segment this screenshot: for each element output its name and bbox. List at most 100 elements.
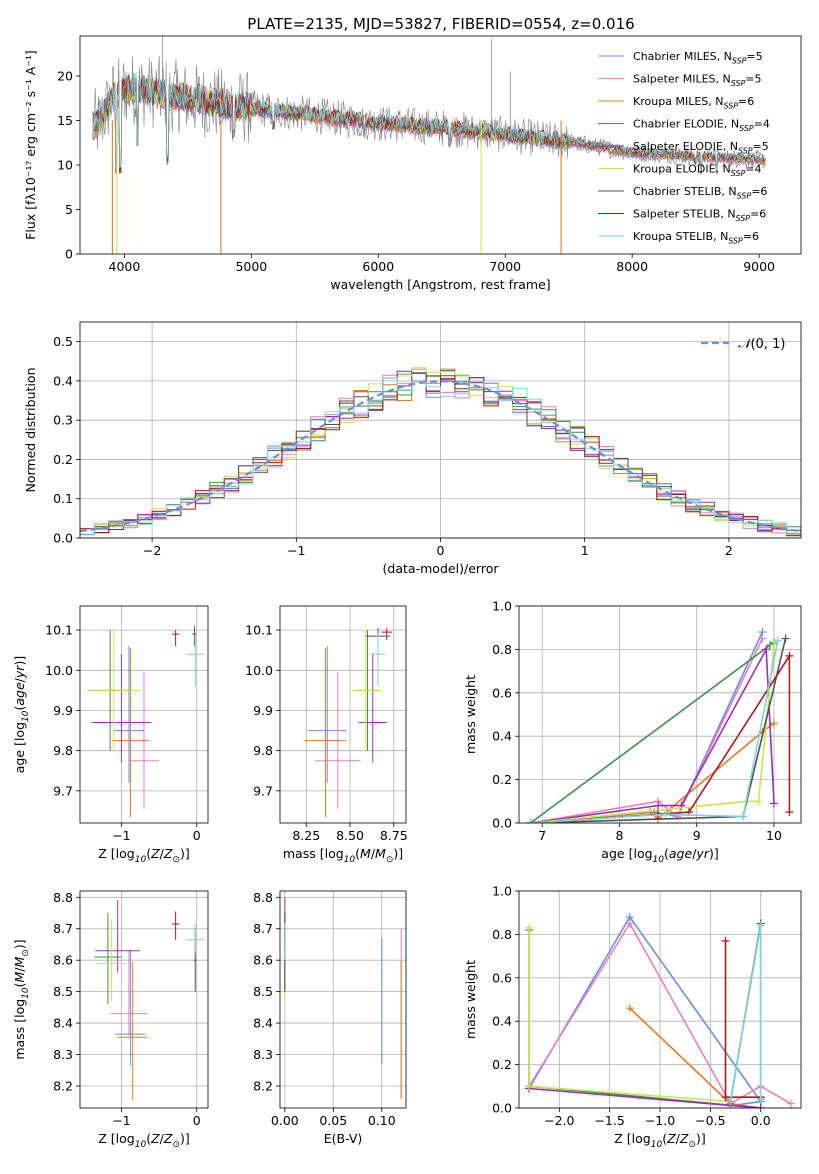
age_vs_mass-frame — [279, 605, 407, 824]
weight_vs_age-xtick-label: 9 — [693, 828, 701, 843]
age_vs_mass-xtick-label: 8.25 — [292, 828, 320, 843]
residuals-plot-area — [80, 367, 801, 537]
spectrum-ytick-label: 15 — [57, 113, 73, 128]
weight_vs_Z-xtick-label: −2.0 — [544, 1113, 574, 1128]
weight_vs_Z-marker-kroupa_stelib — [756, 1095, 765, 1104]
mass_vs_Z-ytick-label: 8.6 — [53, 953, 73, 968]
age_vs_mass-xtick-label: 8.50 — [336, 828, 364, 843]
weight_vs_age-frame — [518, 605, 802, 824]
mass_vs_ebv-ytick-label: 8.7 — [253, 921, 273, 936]
weight_vs_Z-ytick-label: 0.8 — [492, 927, 512, 942]
weight_vs_Z-marker-kroupa_elodie — [525, 1082, 534, 1091]
residuals-ylabel: Normed distribution — [23, 367, 38, 492]
mass_vs_ebv-ytick-label: 8.3 — [253, 1047, 273, 1062]
legend-label-kroupa_elodie: Kroupa ELODIE, NSSP=4 — [633, 163, 762, 178]
residuals-xtick-label: 0 — [437, 543, 445, 558]
weight_vs_age-line-kroupa_stelib — [530, 640, 779, 823]
weight_vs_Z-marker-kroupa_stelib — [726, 1097, 735, 1106]
weight_vs_Z-xtick-label: −1.0 — [645, 1113, 675, 1128]
weight_vs_age-xtick-label: 8 — [615, 828, 623, 843]
spectrum-xtick-label: 4000 — [109, 259, 141, 274]
weight_vs_age-marker-salpeter_miles — [758, 634, 767, 643]
residuals-panel: −2 −1 0 1 2 0.0 0.1 0.2 0.3 0.4 0.5 (data-model)/er… — [23, 321, 802, 576]
age_vs_Z-frame — [79, 605, 209, 824]
spectrum-ytick-label: 0 — [65, 247, 73, 262]
legend-label-chabrier_elodie: Chabrier ELODIE, NSSP=4 — [633, 118, 770, 133]
residuals-xtick-label: 1 — [581, 543, 589, 558]
spectrum-model-kroupa_stelib — [92, 71, 766, 172]
mass_vs_ebv-ytick-label: 8.8 — [253, 890, 273, 905]
weight_vs_age-ytick-label: 0.0 — [492, 816, 512, 831]
mass_vs_ebv-frame — [279, 890, 407, 1109]
mass_vs_ebv-ytick-label: 8.6 — [253, 953, 273, 968]
legend-label-salpeter_miles: Salpeter MILES, NSSP=5 — [633, 73, 762, 88]
weight_vs_age-plot-area — [526, 628, 794, 823]
residuals-ytick-label: 0.2 — [53, 452, 73, 467]
weight_vs_Z-line-kroupa_stelib — [729, 925, 762, 1102]
residuals-xtick-label: −2 — [143, 543, 161, 558]
age_vs_mass-ytick-label: 9.8 — [253, 743, 273, 758]
weight_vs_Z-marker-kroupa_elodie — [525, 923, 534, 932]
spectrum-ylabel: Flux [fλ10⁻¹⁷ erg cm⁻² s⁻¹ A⁻¹] — [23, 50, 38, 240]
spectrum-ytick-label: 10 — [57, 158, 73, 173]
figure-title: PLATE=2135, MJD=53827, FIBERID=0554, z=0… — [247, 15, 634, 33]
spectrum-xtick-label: 6000 — [362, 259, 394, 274]
spectrum-panel: 4000 5000 6000 7000 8000 9000 0 5 10 15 20 waveleng… — [23, 35, 802, 292]
weight_vs_age-ytick-label: 0.8 — [492, 642, 512, 657]
residuals-ytick-label: 0.5 — [53, 334, 73, 349]
mass_vs_ebv-xlabel: E(B-V) — [324, 1131, 363, 1146]
residuals-frame — [79, 321, 802, 539]
age_vs_Z-ytick-label: 9.8 — [53, 743, 73, 758]
weight_vs_age-panel: 7 8 9 10 0.0 0.2 0.4 0.6 0.8 1.0 age [log10(age/yr… — [463, 599, 802, 865]
residuals-ytick-label: 0.0 — [53, 531, 73, 546]
age_vs_mass-ytick-label: 10.1 — [245, 623, 273, 638]
weight_vs_age-line-kroupa_elodie — [530, 645, 775, 823]
age_vs_Z-plot-area — [87, 626, 205, 817]
weight_vs_age-marker-salpeter_elodie — [762, 645, 771, 654]
weight_vs_Z-marker-salpeter_stelib — [721, 936, 730, 945]
weight_vs_Z-xtick-label: −1.5 — [594, 1113, 624, 1128]
weight_vs_age-marker-salpeter_stelib — [785, 808, 794, 817]
weight_vs_age-marker-kroupa_stelib — [526, 819, 535, 823]
spectrum-xlabel: wavelength [Angstrom, rest frame] — [330, 277, 550, 292]
residuals-ytick-label: 0.1 — [53, 491, 73, 506]
spectrum-ytick-label: 5 — [65, 202, 73, 217]
mass_vs_Z-frame — [79, 890, 209, 1109]
legend-label-salpeter_stelib: Salpeter STELIB, NSSP=6 — [633, 208, 766, 223]
mass_vs_ebv-plot-area — [284, 897, 402, 1099]
weight_vs_Z-ytick-label: 1.0 — [492, 884, 512, 899]
weight_vs_age-marker-kroupa_stelib — [661, 810, 670, 819]
mass_vs_Z-plot-area — [94, 900, 205, 1101]
mass_vs_Z-ylabel: mass [log10(M/M⊙)] — [12, 939, 31, 1059]
age_vs_Z-xtick-label: −1 — [112, 828, 130, 843]
age_vs_mass-ytick-label: 9.7 — [253, 783, 273, 798]
weight_vs_age-line-kroupa_miles — [530, 722, 775, 823]
mass_vs_Z-ytick-label: 8.4 — [53, 1016, 73, 1031]
weight_vs_age-line-chabrier_elodie — [530, 642, 775, 823]
weight_vs_age-ylabel: mass weight — [463, 675, 478, 754]
weight_vs_Z-marker-salpeter_stelib — [721, 1093, 730, 1102]
weight_vs_age-marker-chabrier_stelib — [781, 634, 790, 643]
spectrum-xtick-label: 5000 — [235, 259, 267, 274]
weight_vs_age-line-salpeter_stelib — [530, 653, 791, 823]
spectrum-xtick-label: 9000 — [743, 259, 775, 274]
weight_vs_Z-panel: −2.0 −1.5 −1.0 −0.5 0.0 0.0 0.2 0.4 0.6 0.8 1.0 Z [… — [463, 884, 802, 1150]
histogram-salpeter_stelib — [80, 375, 801, 537]
residuals-ytick-label: 0.4 — [53, 373, 73, 388]
age_vs_Z-xlabel: Z [log10(Z/Z⊙)] — [98, 846, 190, 865]
age_vs_Z-ytick-label: 9.7 — [53, 783, 73, 798]
mass_vs_ebv-panel: 0.00 0.05 0.10 8.2 8.3 8.4 8.5 8.6 8.7 8.8 E(B-V) — [253, 890, 407, 1146]
legend-label-salpeter_elodie: Salpeter ELODIE, NSSP=5 — [633, 140, 769, 155]
weight_vs_age-xtick-label: 7 — [538, 828, 546, 843]
weight_vs_Z-marker-kroupa_miles — [625, 1004, 634, 1013]
mass_vs_ebv-ytick-label: 8.2 — [253, 1078, 273, 1093]
residuals-ytick-label: 0.3 — [53, 413, 73, 428]
weight_vs_age-ytick-label: 1.0 — [492, 599, 512, 614]
legend-label-kroupa_miles: Kroupa MILES, NSSP=6 — [633, 95, 754, 110]
weight_vs_Z-line-salpeter_elodie — [529, 1087, 761, 1108]
residuals-xlabel: (data-model)/error — [383, 561, 500, 576]
age_vs_mass-panel: 8.25 8.50 8.75 9.7 9.8 9.9 10.0 10.1 mass [log10… — [245, 605, 408, 865]
weight_vs_age-ytick-label: 0.2 — [492, 772, 512, 787]
mass_vs_Z-panel: −1 0 8.2 8.3 8.4 8.5 8.6 8.7 8.8 Z [log10(Z/Z⊙)] m… — [12, 890, 209, 1150]
